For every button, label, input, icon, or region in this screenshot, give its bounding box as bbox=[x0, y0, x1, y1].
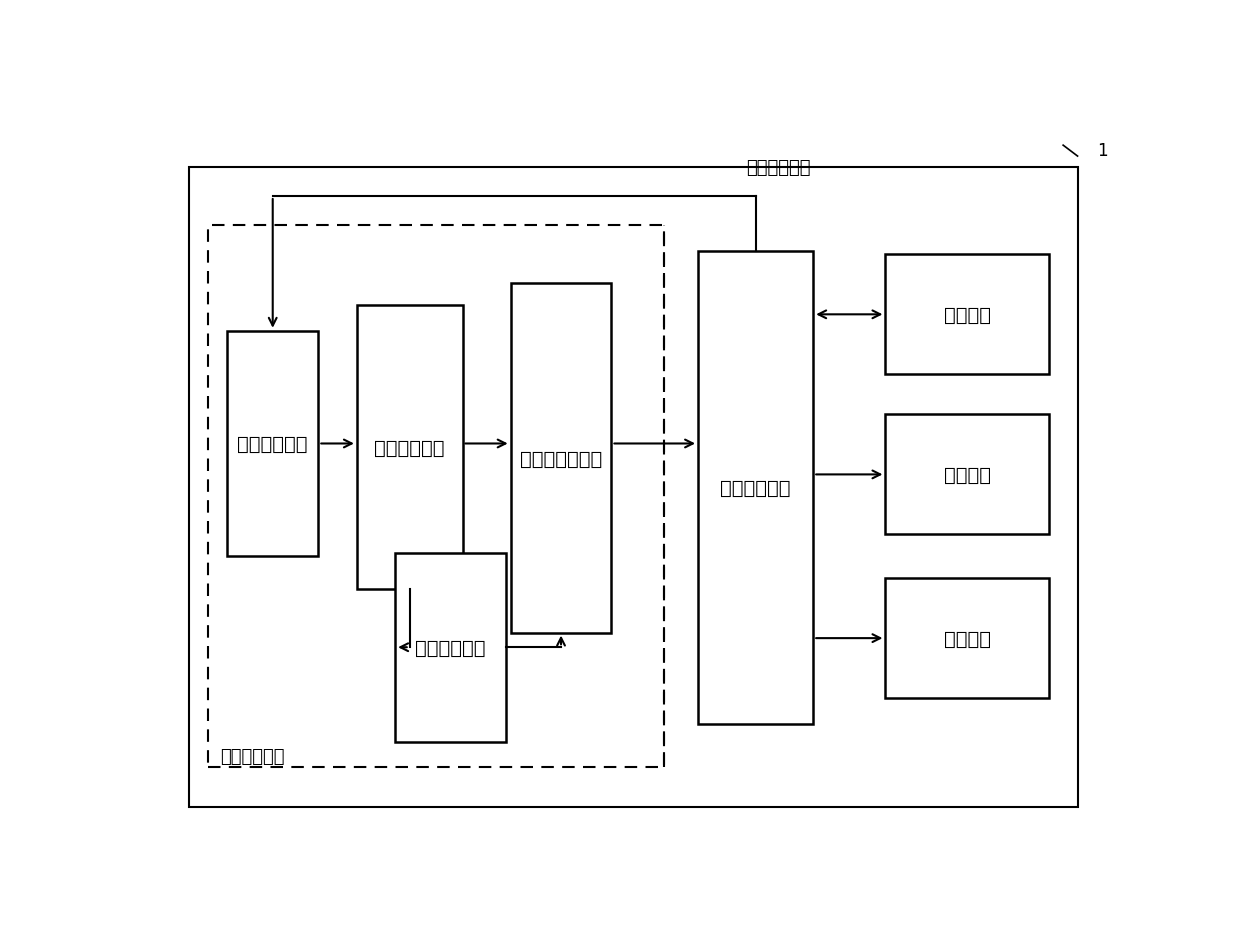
Bar bbox=[396, 553, 506, 742]
Text: 虹膜处理模块: 虹膜处理模块 bbox=[374, 438, 445, 457]
Text: 重合度计算模块: 重合度计算模块 bbox=[520, 449, 603, 468]
Text: 虹膜识别单元: 虹膜识别单元 bbox=[221, 748, 285, 766]
Text: 虹膜采集模块: 虹膜采集模块 bbox=[238, 434, 308, 453]
Bar bbox=[885, 579, 1049, 699]
Bar bbox=[227, 331, 319, 557]
Bar bbox=[885, 255, 1049, 375]
Text: 报警模块: 报警模块 bbox=[944, 465, 991, 484]
Bar bbox=[698, 251, 813, 724]
Text: 计时模块: 计时模块 bbox=[944, 306, 991, 325]
Text: 虹膜识别系统: 虹膜识别系统 bbox=[746, 159, 811, 177]
Bar bbox=[357, 306, 463, 589]
Bar bbox=[885, 415, 1049, 535]
Bar bbox=[208, 226, 665, 767]
Text: 虹膜存储模块: 虹膜存储模块 bbox=[415, 638, 486, 657]
Text: 输出模块: 输出模块 bbox=[944, 629, 991, 648]
Bar bbox=[511, 284, 611, 633]
Text: 中央控制单元: 中央控制单元 bbox=[720, 478, 791, 497]
Bar bbox=[188, 168, 1078, 807]
Text: 1: 1 bbox=[1096, 143, 1107, 160]
